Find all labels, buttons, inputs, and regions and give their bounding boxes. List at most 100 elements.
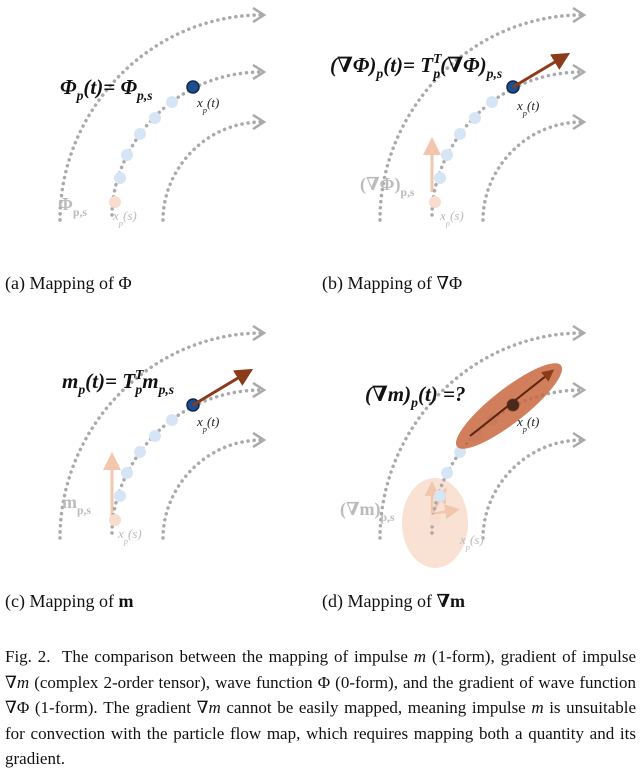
script: p <box>445 218 450 228</box>
text-part: (t) =? <box>418 382 466 406</box>
caption-part: (d) Mapping of <box>322 591 436 612</box>
text-part: (∇m) <box>365 382 411 406</box>
caption-part: m <box>118 591 133 611</box>
text-part: x <box>439 208 446 223</box>
faded-arrow <box>431 504 460 520</box>
point-label: xp(t) <box>196 95 219 115</box>
script: p <box>118 218 123 228</box>
panel-d: (∇m)p(t) =? xp(t)xp(s)(∇m)p,s <box>340 324 586 568</box>
script: p <box>410 395 418 410</box>
text-part: (t)= T <box>383 53 434 77</box>
text-part: (s) <box>123 208 137 223</box>
text-part: x <box>516 98 523 113</box>
text-part: (∇Φ) <box>360 174 400 195</box>
text-part: x <box>117 526 124 541</box>
script: p,s <box>400 186 414 199</box>
script: p,s <box>486 66 503 81</box>
text-part: (t) <box>207 414 219 429</box>
equation: Φp(t)= Φp,s <box>60 75 153 103</box>
caption-part: (c) Mapping of <box>5 591 118 612</box>
figure-caption: Fig. 2. The comparison between the mappi… <box>5 644 636 772</box>
gradient-arrow <box>512 52 571 89</box>
figure: Φp(t)= Φp,s xp(t)xp(s)Φp,s (∇Φ)p(t)= TT p… <box>5 6 586 612</box>
quantity-label: (∇Φ)p,s <box>360 174 415 199</box>
script: T <box>135 367 144 382</box>
quantity-label: mp,s <box>62 492 91 517</box>
panel-caption: (a) Mapping of Φ <box>5 273 132 294</box>
script: p <box>134 382 142 397</box>
panel-b: (∇Φ)p(t)= TT p(∇Φ)p,s xp(t)xp(s)(∇Φ)p,s <box>330 6 586 228</box>
script: p <box>522 108 527 118</box>
text-part: (t)= T <box>85 369 136 393</box>
caption-part: m <box>413 647 427 666</box>
equation: mp(t)= TT pmp,s <box>62 367 174 397</box>
point-label: xp(s) <box>117 526 142 546</box>
text-part: m <box>62 492 77 512</box>
caption-part: (a) Mapping of Φ <box>5 273 132 294</box>
script: p <box>76 88 84 103</box>
text-part: Φ <box>58 194 73 214</box>
text-part: m <box>142 369 158 393</box>
script: p <box>77 382 85 397</box>
script: p,s <box>73 206 87 219</box>
quantity-label: (∇m)p,s <box>340 499 395 524</box>
text-part: (s) <box>470 532 484 547</box>
text-part: (t) <box>207 95 219 110</box>
caption-part: is unsuitable for convection with the pa… <box>5 698 637 768</box>
caption-part: (1-form), gradient of impulse ∇ <box>5 647 637 692</box>
text-part: (∇Φ) <box>440 53 486 77</box>
script: p <box>202 424 207 434</box>
impulse-arrow <box>192 368 254 407</box>
text-part: m <box>62 369 78 393</box>
script: p,s <box>77 504 91 517</box>
text-part: x <box>516 414 523 429</box>
quantity-label: Φp,s <box>58 194 87 219</box>
text-part: (t) <box>527 414 539 429</box>
caption-part: (complex 2-order tensor), wave function … <box>5 672 636 718</box>
point-label: xp(t) <box>196 414 219 434</box>
script: p <box>202 105 207 115</box>
script: p,s <box>158 382 175 397</box>
caption-part: m <box>208 698 221 717</box>
point-label: xp(t) <box>516 98 539 118</box>
caption-part: cannot be easily mapped, meaning impulse <box>220 698 532 717</box>
panel-caption: (b) Mapping of ∇Φ <box>322 273 462 294</box>
text-part: (s) <box>128 526 142 541</box>
caption-part: The comparison between the mapping of im… <box>50 647 414 666</box>
caption-part: ∇m <box>436 591 465 611</box>
caption-part: (b) Mapping of ∇Φ <box>322 273 462 294</box>
particle <box>507 399 519 411</box>
flow-lines <box>58 6 266 222</box>
panel-a: Φp(t)= Φp,s xp(t)xp(s)Φp,s <box>58 6 266 228</box>
text-part: Φ <box>60 75 77 99</box>
point-label: xp(s) <box>439 208 464 228</box>
script: p <box>432 66 440 81</box>
equation: (∇m)p(t) =? <box>365 382 466 410</box>
script: p <box>465 542 470 552</box>
panel-caption: (d) Mapping of ∇m <box>322 591 465 612</box>
text-part: x <box>112 208 119 223</box>
caption-part: Fig. 2. <box>5 647 51 666</box>
text-part: x <box>196 414 203 429</box>
panel-caption: (c) Mapping of m <box>5 591 133 612</box>
point-label: xp(s) <box>459 532 484 552</box>
text-part: (∇m) <box>340 499 381 520</box>
script: p <box>522 424 527 434</box>
caption-part: m <box>531 698 544 717</box>
caption-part: m <box>16 672 30 692</box>
text-part: (t) <box>527 98 539 113</box>
script: T <box>433 51 442 66</box>
script: p <box>375 66 383 81</box>
text-part: (t)= Φ <box>83 75 137 99</box>
panel-c: mp(t)= TT pmp,s xp(t)xp(s)mp,s <box>58 324 266 546</box>
script: p,s <box>381 511 395 524</box>
point-label: xp(s) <box>112 208 137 228</box>
text-part: x <box>459 532 466 547</box>
script: p,s <box>136 88 153 103</box>
text-part: x <box>196 95 203 110</box>
script: p <box>123 536 128 546</box>
point-label: xp(t) <box>516 414 539 434</box>
text-part: (s) <box>450 208 464 223</box>
text-part: (∇Φ) <box>330 53 376 77</box>
